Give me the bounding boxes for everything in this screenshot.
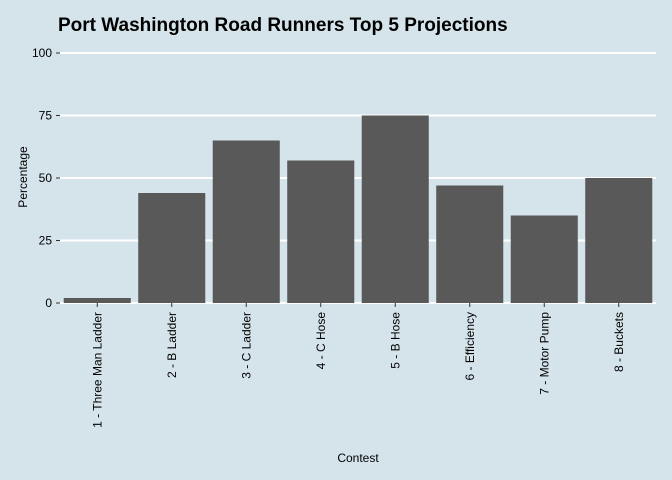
x-axis-label: Contest [337, 451, 379, 465]
y-tick-label: 50 [39, 171, 53, 185]
bar [361, 115, 429, 303]
x-tick-label: 8 - Buckets [612, 312, 626, 372]
x-tick-label: 5 - B Hose [388, 312, 402, 369]
y-axis: 0 25 50 75 100 [32, 46, 60, 310]
x-tick-label: 7 - Motor Pump [537, 312, 551, 395]
bar [212, 140, 280, 303]
bar [510, 215, 578, 303]
chart-title: Port Washington Road Runners Top 5 Proje… [58, 15, 508, 36]
y-tick-label: 75 [39, 109, 53, 123]
bar [63, 298, 131, 303]
bar [585, 178, 653, 303]
x-tick-label: 3 - C Ladder [239, 312, 253, 379]
bar [138, 193, 206, 303]
bar [287, 160, 355, 303]
x-axis: 1 - Three Man Ladder 2 - B Ladder 3 - C La… [90, 303, 626, 428]
x-tick-label: 6 - Efficiency [463, 312, 477, 380]
y-tick-label: 25 [39, 234, 53, 248]
bar [436, 185, 504, 303]
x-tick-label: 2 - B Ladder [165, 312, 179, 378]
x-tick-label: 1 - Three Man Ladder [90, 312, 104, 428]
y-axis-label: Percentage [16, 146, 30, 208]
y-tick-label: 100 [32, 46, 52, 60]
y-tick-label: 0 [45, 296, 52, 310]
x-tick-label: 4 - C Hose [314, 312, 328, 370]
bars [63, 115, 653, 303]
